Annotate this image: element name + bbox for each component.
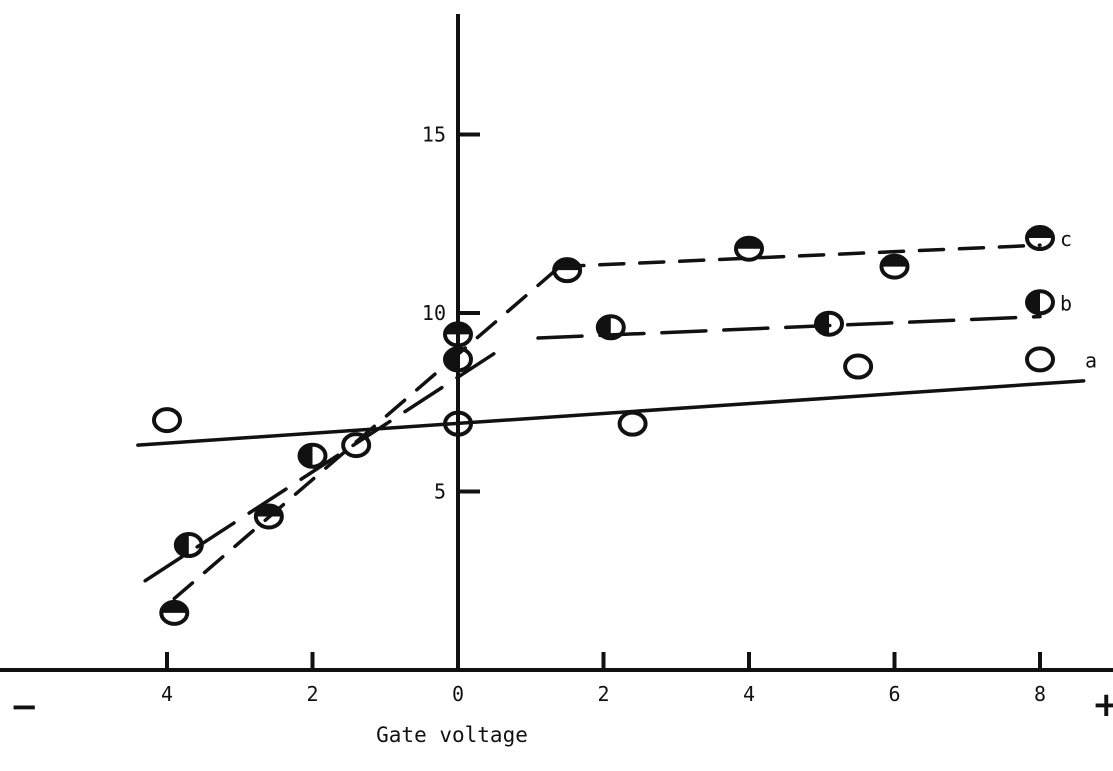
x-tick-label: 6 xyxy=(888,682,900,706)
data-point-a xyxy=(843,353,874,380)
data-point-b xyxy=(443,346,473,373)
marker-outline xyxy=(173,532,204,559)
marker-outline xyxy=(1025,225,1055,252)
data-point-c xyxy=(552,257,583,284)
data-point-b xyxy=(173,532,204,559)
y-tick-label: 5 xyxy=(434,480,446,504)
marker-outline xyxy=(552,257,583,284)
y-tick-label: 10 xyxy=(422,301,446,325)
positive-sign: + xyxy=(1092,685,1113,725)
fit-line-c xyxy=(172,264,562,601)
marker-outline xyxy=(814,310,845,337)
marker-outline xyxy=(595,314,626,341)
data-point-c xyxy=(1025,225,1055,252)
fit-lines xyxy=(136,243,1086,601)
data-point-a xyxy=(617,410,648,437)
data-point-b xyxy=(1025,289,1055,316)
data-points xyxy=(152,225,1055,626)
fit-line-c xyxy=(558,243,1042,269)
axes xyxy=(0,14,1113,672)
data-point-a xyxy=(1025,346,1055,373)
data-point-c xyxy=(734,235,764,262)
series-label-b: b xyxy=(1060,291,1072,315)
data-point-c xyxy=(443,321,473,348)
series-label-a: a xyxy=(1085,348,1097,372)
marker-outline xyxy=(341,432,372,459)
marker-outline xyxy=(159,599,190,626)
data-point-b xyxy=(595,314,626,341)
data-point-a xyxy=(443,410,473,437)
data-point-b xyxy=(297,442,328,469)
data-point-c xyxy=(879,253,910,280)
marker-outline xyxy=(152,407,182,434)
data-point-c xyxy=(159,599,190,626)
x-tick-label: 8 xyxy=(1034,682,1046,706)
marker-outline xyxy=(443,346,473,373)
data-point-a xyxy=(152,407,182,434)
marker-outline xyxy=(617,410,648,437)
series-label-c: c xyxy=(1060,227,1072,251)
marker-outline xyxy=(734,235,764,262)
marker-outline xyxy=(443,321,473,348)
data-point-a xyxy=(341,432,372,459)
negative-sign: − xyxy=(10,687,39,727)
marker-outline xyxy=(297,442,328,469)
marker-outline xyxy=(1025,289,1055,316)
x-axis-title: Gate voltage xyxy=(376,723,528,747)
x-tick-label: 4 xyxy=(743,682,755,706)
marker-outline xyxy=(253,503,284,530)
data-point-b xyxy=(814,310,845,337)
fit-line-b xyxy=(536,314,1042,340)
marker-outline xyxy=(1025,346,1055,373)
marker-outline xyxy=(443,410,473,437)
x-tick-label: 4 xyxy=(161,682,173,706)
x-tick-label: 0 xyxy=(452,682,464,706)
marker-outline xyxy=(879,253,910,280)
fit-line-a xyxy=(136,379,1086,447)
x-tick-label: 2 xyxy=(597,682,609,706)
labels: − + Gate voltage 4 2 0 2 4 6 8 5 10 15 a b c xyxy=(10,123,1113,748)
x-tick-label: 2 xyxy=(306,682,318,706)
marker-outline xyxy=(843,353,874,380)
y-tick-label: 15 xyxy=(422,123,446,147)
data-point-c xyxy=(253,503,284,530)
